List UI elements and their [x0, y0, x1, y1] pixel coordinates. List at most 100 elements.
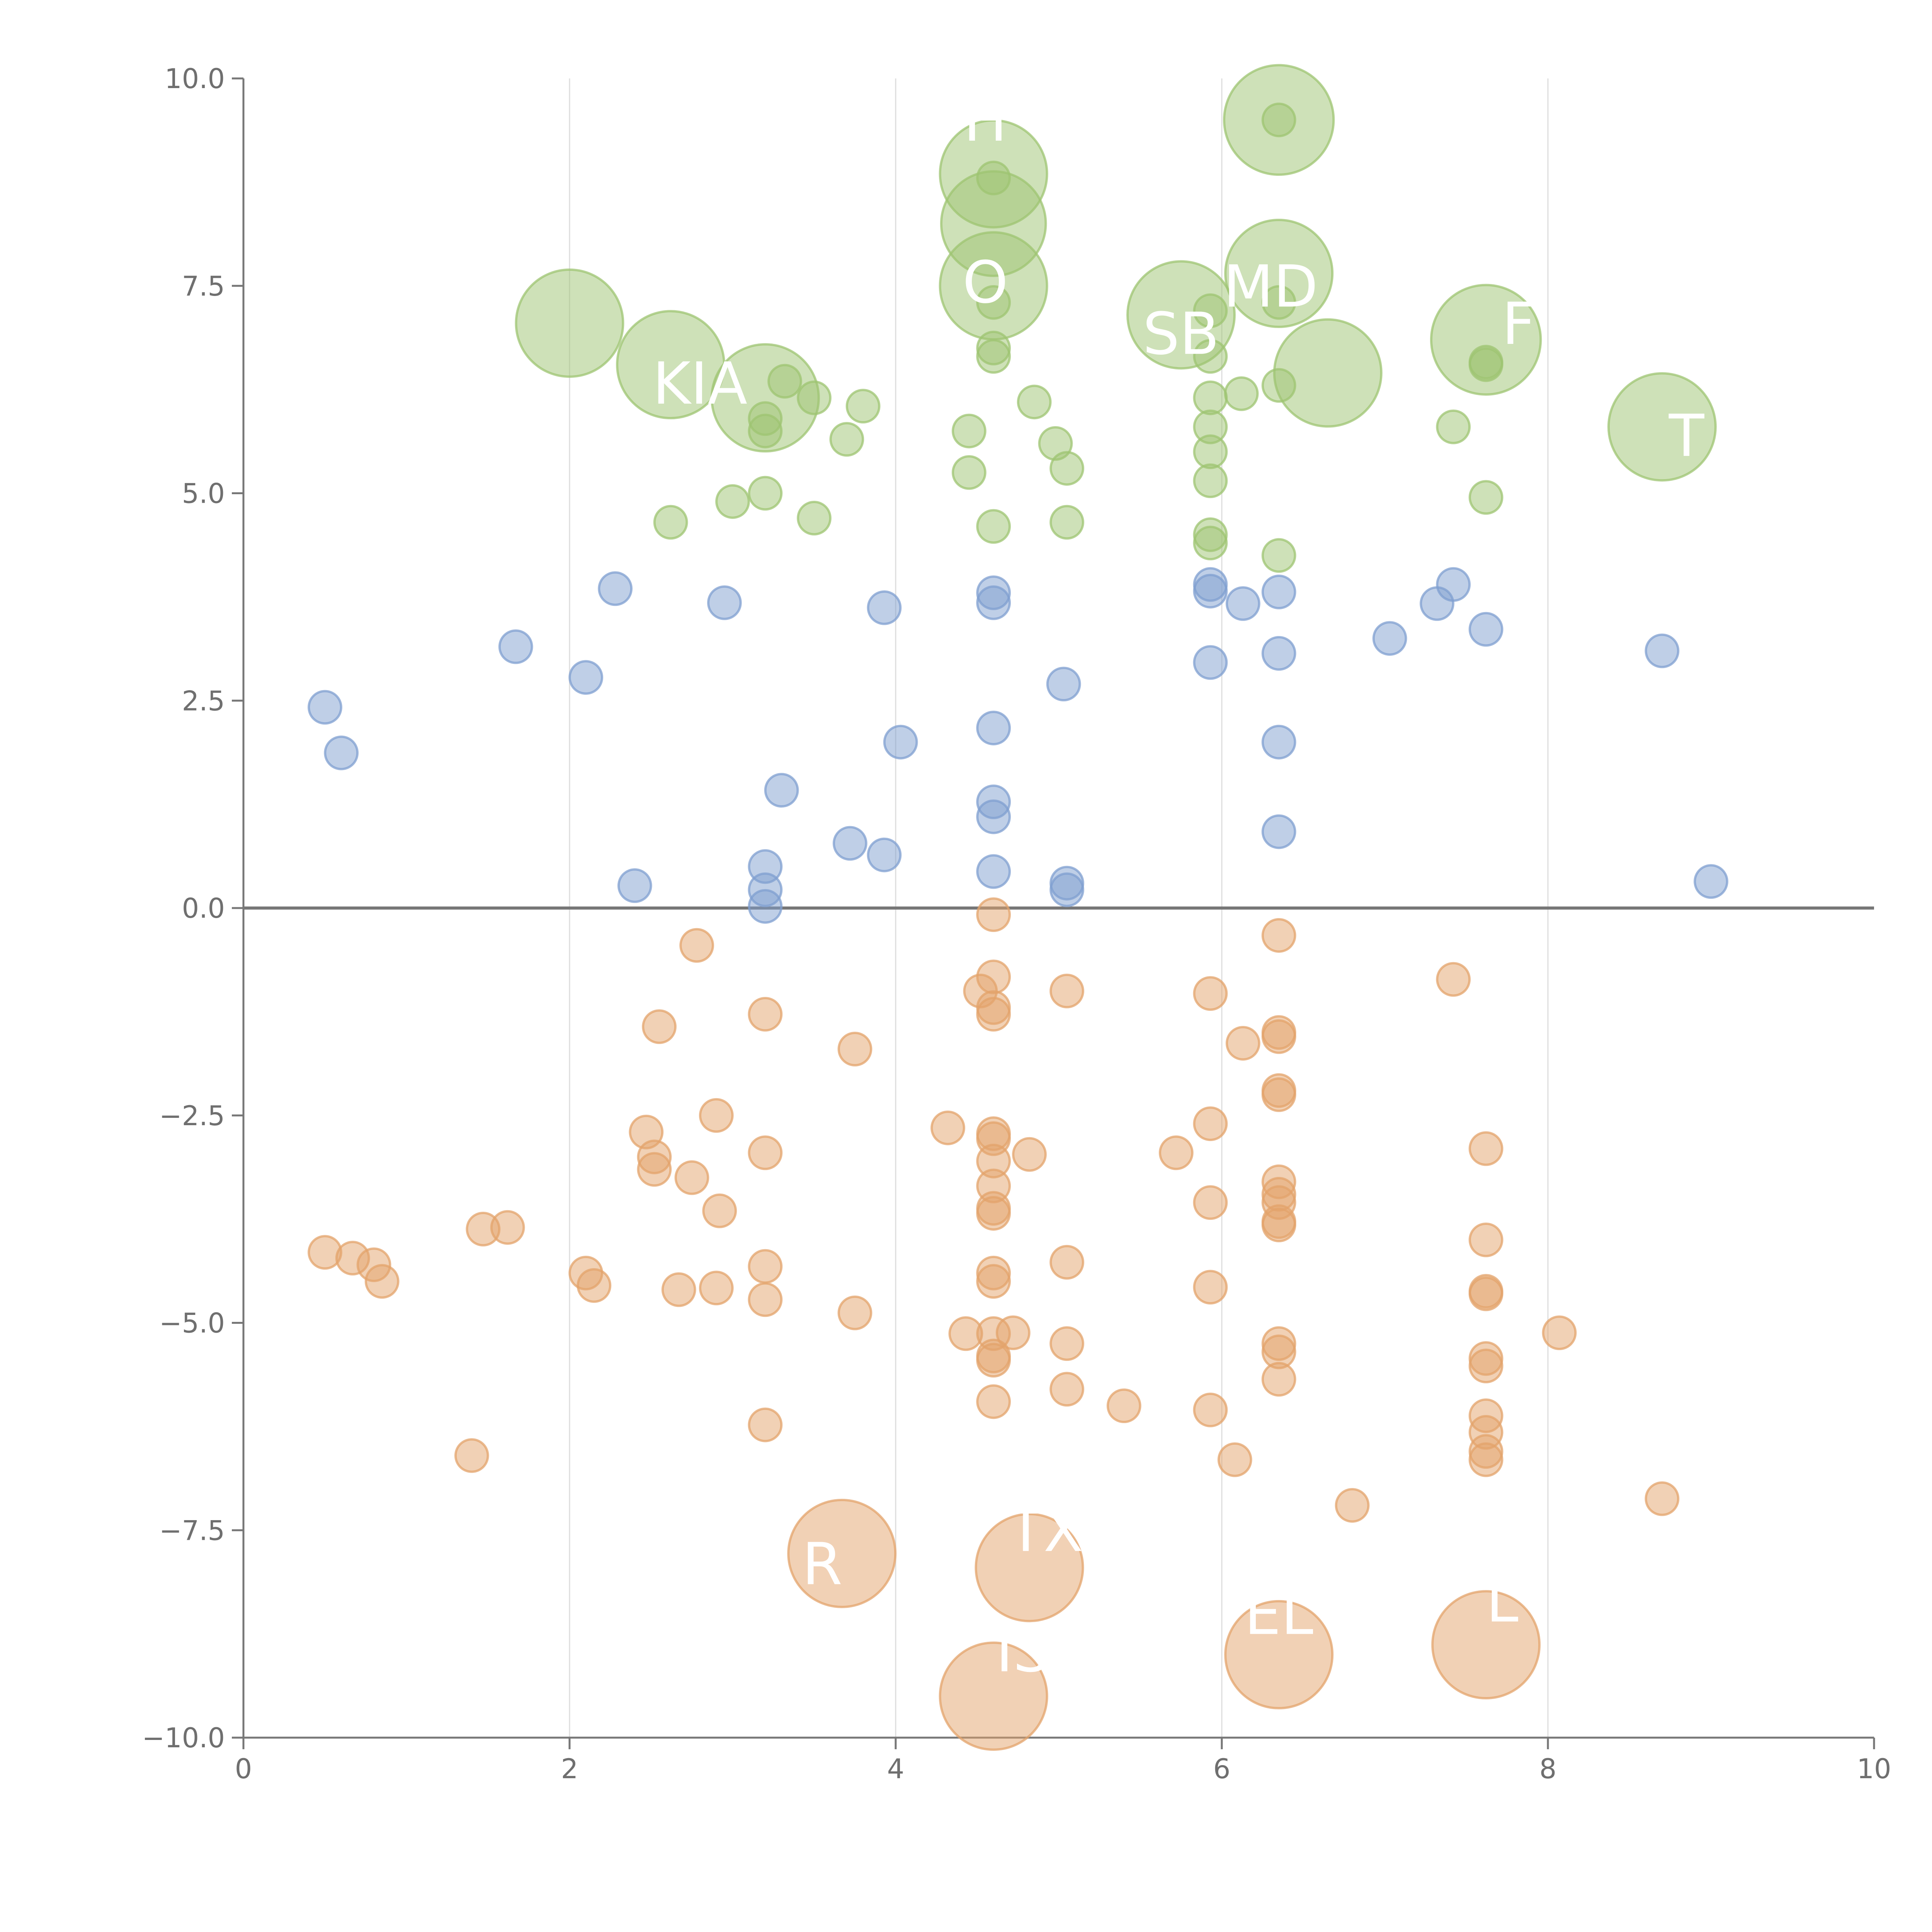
- y-tick-label: 0.0: [182, 893, 225, 924]
- data-point-green: [1193, 434, 1228, 469]
- data-point-green: [1436, 409, 1471, 444]
- data-point-green: [976, 285, 1011, 320]
- data-point-green: [1193, 293, 1228, 328]
- data-point-green: [767, 364, 802, 399]
- data-point-orange: [1012, 1137, 1047, 1172]
- data-point-green: [829, 422, 864, 457]
- x-tick-label: 8: [1539, 1753, 1557, 1785]
- data-point-blue: [1694, 864, 1728, 899]
- data-point-green: [1607, 372, 1717, 482]
- data-point-blue: [617, 868, 652, 903]
- data-point-orange: [748, 1249, 783, 1284]
- data-point-green: [1261, 368, 1296, 403]
- data-point-green: [1193, 463, 1228, 498]
- data-point-orange: [837, 1032, 872, 1066]
- data-point-blue: [976, 711, 1011, 745]
- data-point-orange: [674, 1160, 709, 1195]
- data-point-orange: [1431, 1590, 1541, 1699]
- x-tick-label: 10: [1857, 1753, 1891, 1785]
- data-point-green: [797, 501, 832, 536]
- data-point-orange: [364, 1264, 400, 1299]
- point-label: F: [1502, 291, 1535, 358]
- data-point-blue: [598, 571, 633, 606]
- data-point-orange: [699, 1098, 734, 1133]
- data-point-orange: [490, 1210, 525, 1245]
- data-point-green: [1261, 538, 1296, 573]
- data-point-green: [1224, 376, 1259, 411]
- data-point-orange: [1193, 976, 1228, 1011]
- y-tick-label: 5.0: [182, 478, 225, 510]
- data-point-green: [1193, 339, 1228, 374]
- point-label: R: [802, 1531, 842, 1598]
- point-label: H: [964, 87, 1007, 155]
- data-point-green: [1261, 285, 1296, 320]
- data-point-orange: [975, 1513, 1084, 1622]
- point-label: KIA: [653, 350, 747, 418]
- data-point-orange: [1261, 1019, 1296, 1054]
- data-point-orange: [702, 1193, 737, 1228]
- data-point-blue: [1226, 586, 1260, 621]
- data-point-green: [1193, 526, 1228, 561]
- data-point-orange: [976, 1264, 1011, 1299]
- point-label: SB: [1143, 301, 1219, 368]
- data-point-orange: [1106, 1388, 1141, 1423]
- point-label: EL: [1245, 1581, 1313, 1648]
- data-point-orange: [1226, 1026, 1260, 1061]
- data-point-blue: [498, 629, 533, 664]
- data-point-blue: [1261, 814, 1296, 849]
- data-point-orange: [1193, 1106, 1228, 1141]
- data-point-orange: [787, 1498, 897, 1608]
- data-point-orange: [976, 897, 1011, 932]
- data-point-orange: [1468, 1349, 1503, 1384]
- data-point-green: [1468, 347, 1503, 382]
- data-point-green: [515, 268, 624, 378]
- data-point-blue: [976, 799, 1011, 834]
- data-point-blue: [1261, 636, 1296, 671]
- data-point-green: [976, 509, 1011, 544]
- point-label: MD: [1223, 253, 1318, 320]
- data-point-green: [845, 389, 881, 423]
- data-point-green: [1468, 480, 1503, 515]
- data-point-orange: [1468, 1222, 1503, 1257]
- data-point-blue: [883, 724, 918, 760]
- data-point-blue: [308, 690, 342, 725]
- data-point-blue: [1436, 567, 1471, 602]
- data-point-green: [952, 455, 986, 490]
- data-point-orange: [1049, 1326, 1084, 1361]
- data-point-green: [1049, 505, 1084, 540]
- data-point-green: [1224, 219, 1334, 328]
- data-point-orange: [699, 1270, 734, 1306]
- x-tick-label: 6: [1213, 1753, 1231, 1785]
- data-point-green: [976, 339, 1011, 374]
- data-point-orange: [661, 1272, 696, 1307]
- data-point-blue: [976, 854, 1011, 889]
- data-point-orange: [1436, 962, 1471, 997]
- data-point-orange: [995, 1315, 1031, 1350]
- data-point-green: [1261, 102, 1296, 138]
- x-tick-label: 2: [561, 1753, 578, 1785]
- data-point-blue: [832, 826, 867, 861]
- data-point-orange: [1468, 1442, 1503, 1477]
- point-label: T: [1668, 403, 1705, 470]
- data-point-blue: [1468, 612, 1503, 647]
- data-point-blue: [976, 585, 1011, 620]
- y-tick-label: −10.0: [142, 1722, 225, 1754]
- data-point-orange: [748, 1407, 783, 1442]
- data-point-orange: [1468, 1131, 1503, 1166]
- data-point-orange: [1261, 1362, 1296, 1397]
- y-tick-label: −5.0: [159, 1308, 225, 1339]
- data-point-orange: [930, 1111, 965, 1145]
- data-point-orange: [976, 1343, 1011, 1378]
- data-point-orange: [976, 997, 1011, 1032]
- data-point-orange: [1542, 1315, 1577, 1350]
- data-point-orange: [1224, 1600, 1334, 1709]
- data-point-orange: [454, 1438, 489, 1473]
- data-point-orange: [1049, 973, 1084, 1009]
- data-point-green: [1193, 380, 1228, 415]
- data-point-blue: [764, 773, 799, 808]
- y-tick-label: −7.5: [159, 1515, 225, 1546]
- data-point-orange: [1468, 1276, 1503, 1311]
- data-point-orange: [637, 1152, 672, 1187]
